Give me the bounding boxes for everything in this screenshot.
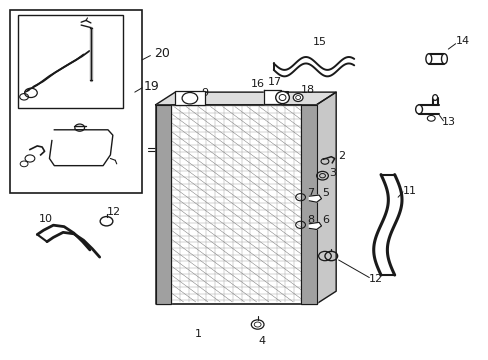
- Text: 3: 3: [328, 168, 335, 178]
- Bar: [18, 15, 122, 108]
- Text: 15: 15: [312, 37, 326, 47]
- Text: 18: 18: [300, 85, 314, 95]
- Ellipse shape: [295, 95, 300, 99]
- Ellipse shape: [275, 91, 289, 104]
- Text: 14: 14: [455, 36, 469, 46]
- Text: 13: 13: [441, 117, 455, 127]
- Text: 9: 9: [201, 88, 208, 98]
- Polygon shape: [309, 195, 321, 202]
- Ellipse shape: [293, 94, 303, 102]
- Text: 10: 10: [39, 215, 53, 224]
- Polygon shape: [156, 92, 335, 105]
- Ellipse shape: [432, 95, 437, 100]
- Text: 16: 16: [251, 79, 264, 89]
- Polygon shape: [264, 90, 281, 104]
- Text: 4: 4: [258, 336, 264, 346]
- Text: 5: 5: [321, 188, 328, 198]
- Text: 8: 8: [306, 215, 313, 225]
- Text: 7: 7: [306, 188, 313, 198]
- Text: 19: 19: [143, 80, 160, 93]
- Text: 20: 20: [153, 47, 169, 60]
- Bar: [175, 91, 204, 105]
- Polygon shape: [316, 92, 335, 304]
- Text: 6: 6: [321, 215, 328, 225]
- Ellipse shape: [441, 54, 447, 64]
- Polygon shape: [156, 105, 171, 304]
- Polygon shape: [49, 130, 113, 166]
- Text: 17: 17: [267, 77, 282, 87]
- Bar: [10, 10, 142, 193]
- Text: 12: 12: [107, 207, 121, 217]
- Ellipse shape: [415, 105, 422, 114]
- Polygon shape: [309, 222, 321, 229]
- Text: 11: 11: [403, 186, 416, 196]
- Text: 2: 2: [338, 150, 345, 161]
- Ellipse shape: [279, 94, 285, 100]
- Polygon shape: [156, 105, 316, 304]
- Ellipse shape: [425, 54, 431, 64]
- Text: 12: 12: [368, 274, 383, 284]
- Text: 1: 1: [194, 329, 201, 339]
- Polygon shape: [301, 105, 316, 304]
